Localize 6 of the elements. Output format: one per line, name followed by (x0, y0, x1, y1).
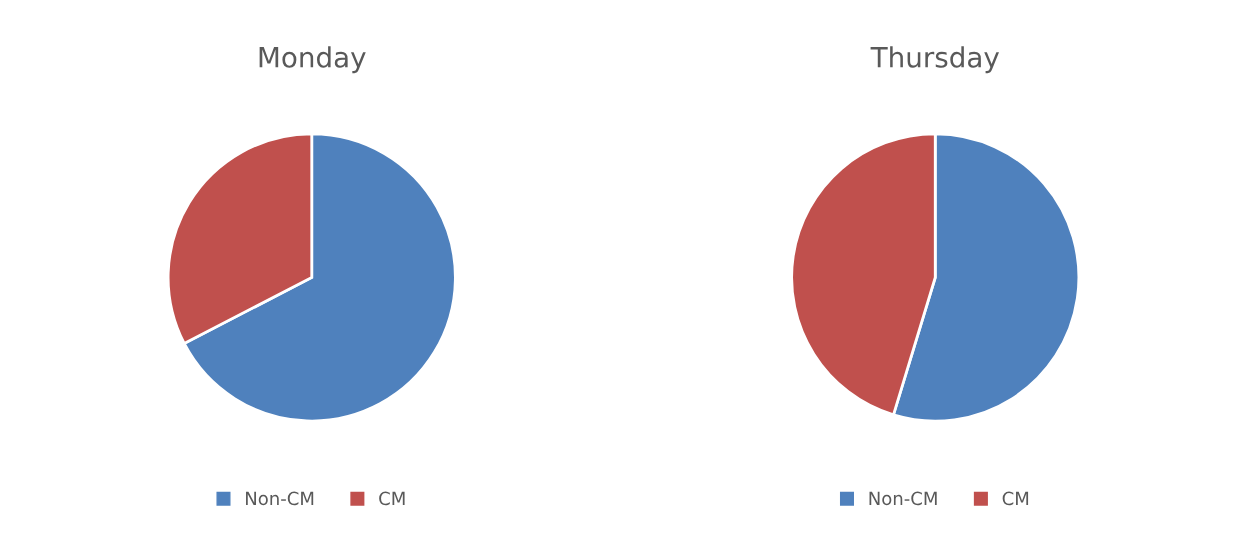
chart-title: Thursday (870, 46, 1000, 74)
legend-label: Non-CM (869, 491, 937, 506)
chart-title: Monday (259, 46, 366, 74)
legend-label: CM (1002, 491, 1029, 506)
legend-label: CM (379, 491, 405, 506)
legend-label: Non-CM (246, 491, 314, 506)
